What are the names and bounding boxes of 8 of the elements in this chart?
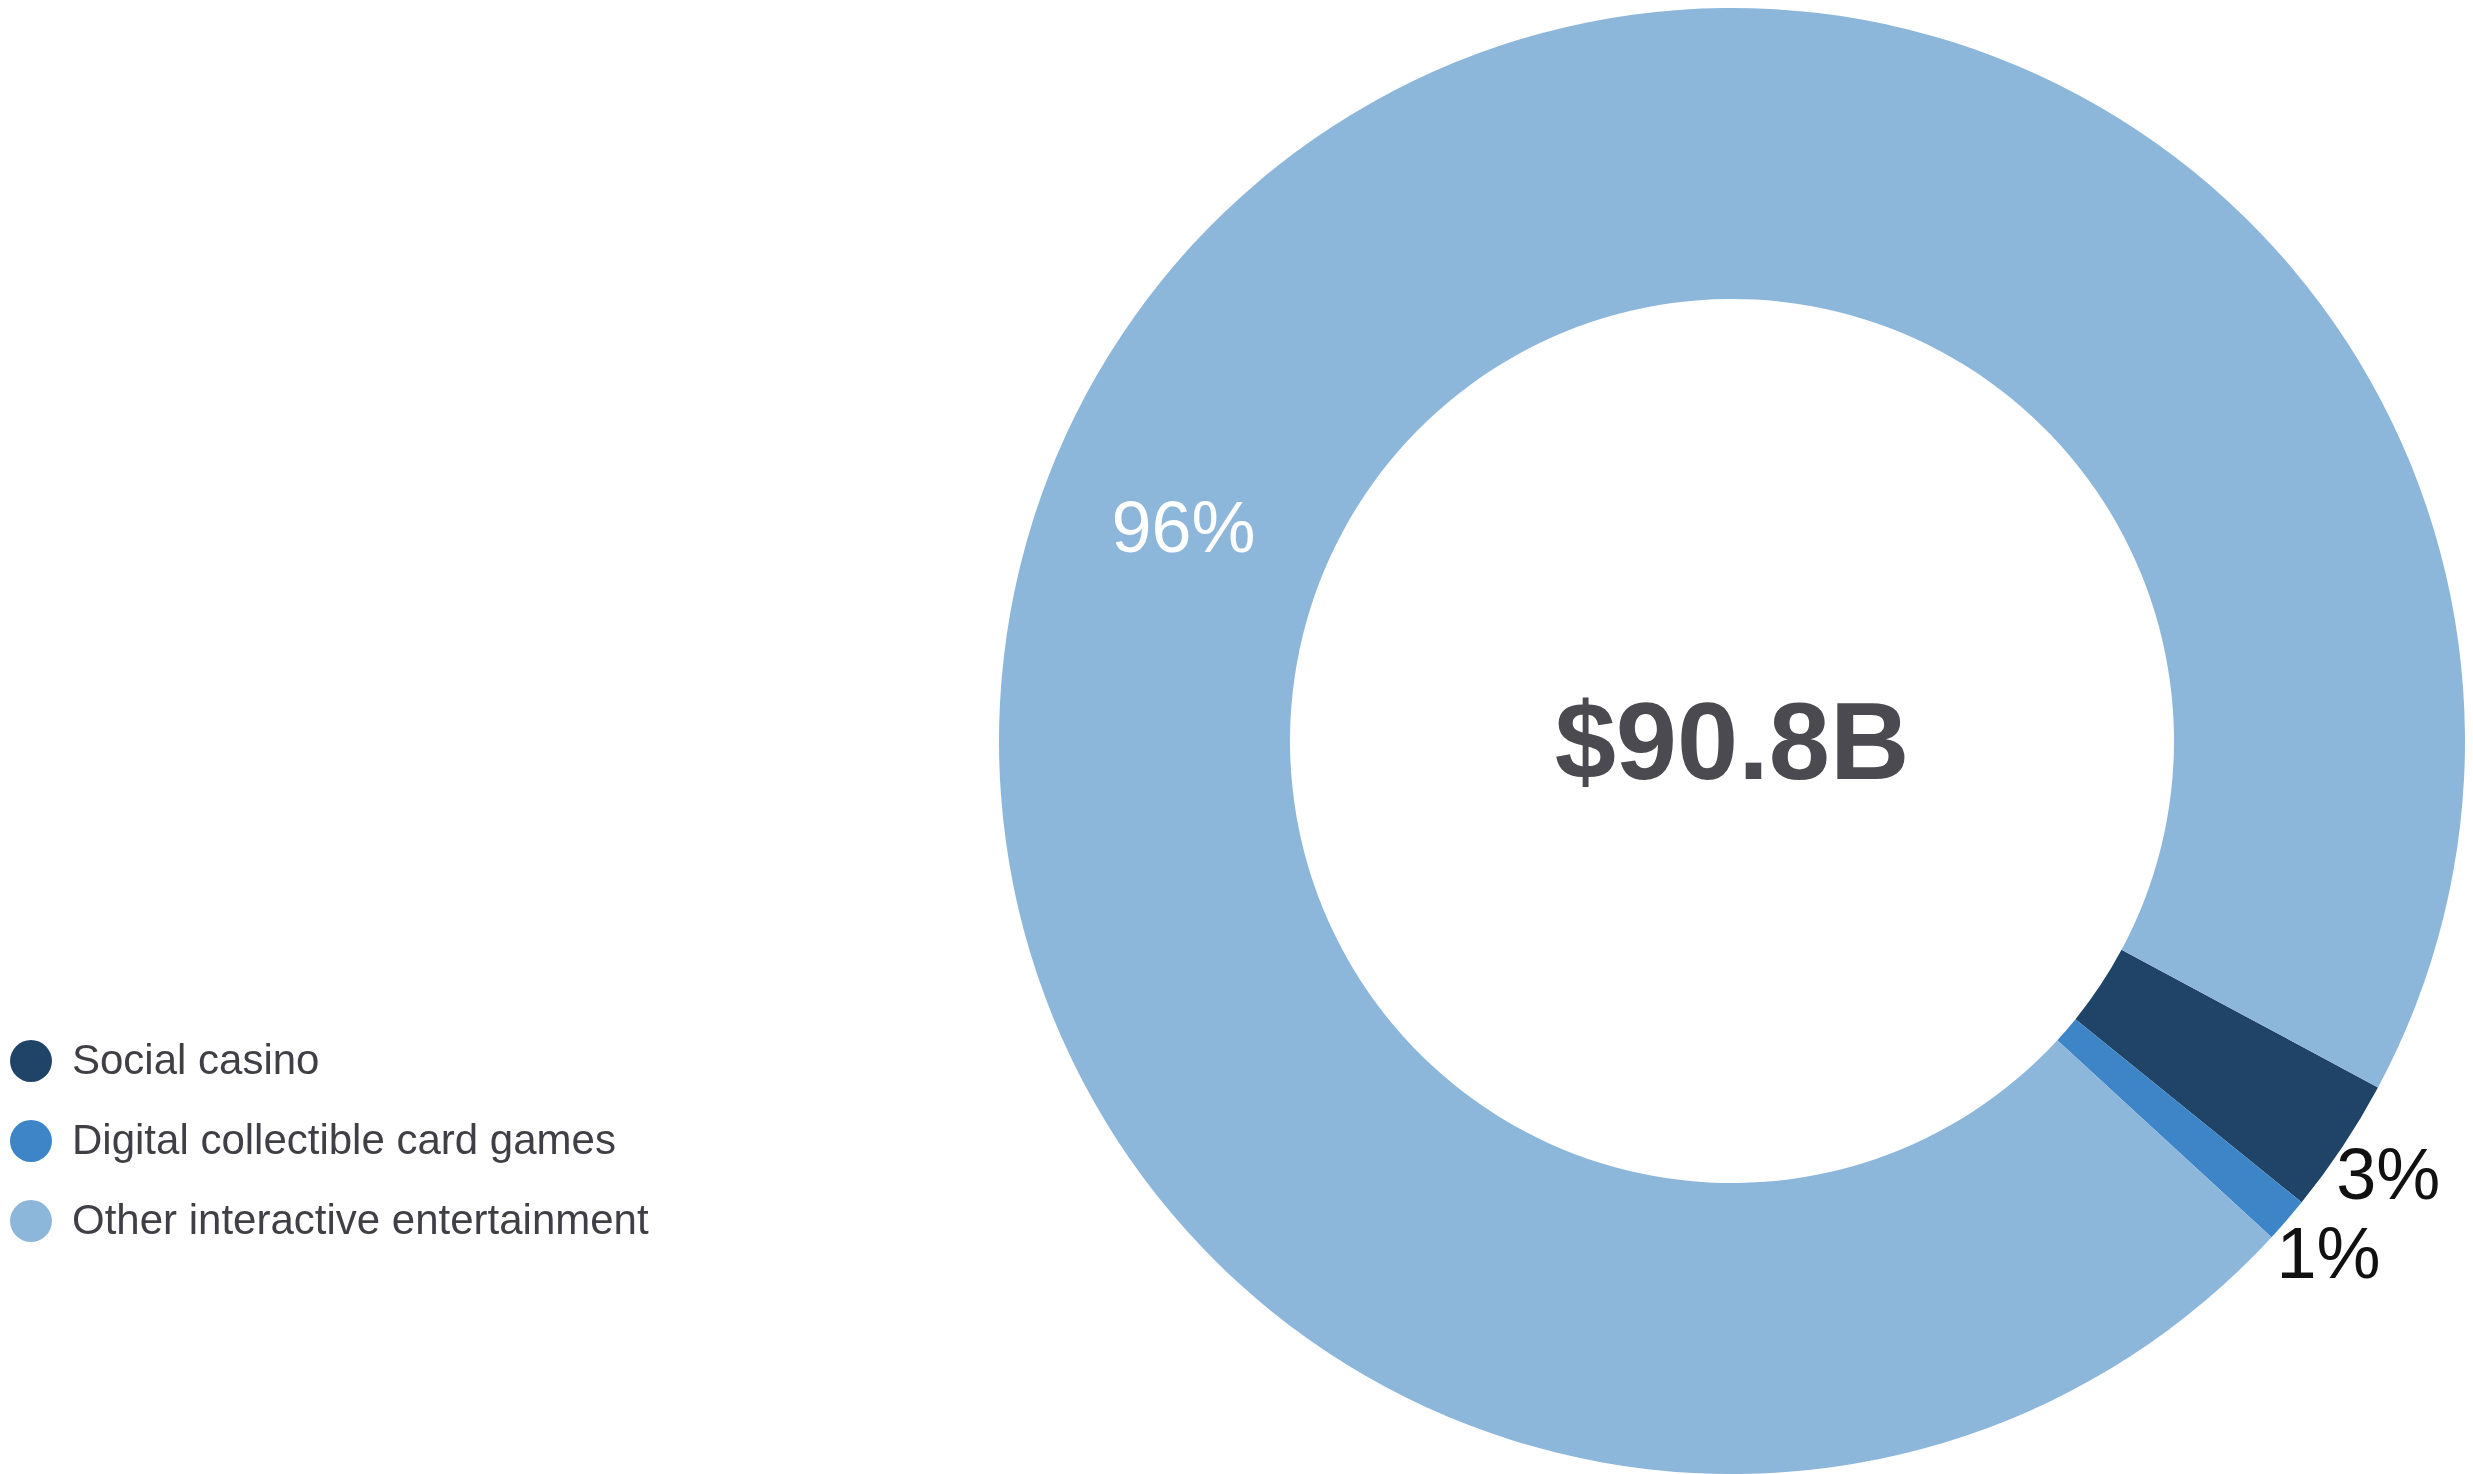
legend-label: Digital collectible card games	[72, 1116, 616, 1163]
data-label: 3%	[2336, 1134, 2441, 1215]
text: $90.8B	[1554, 679, 1910, 802]
donut-slice	[999, 8, 2465, 1473]
legend-label: Other interactive entertainment	[72, 1196, 649, 1243]
legend-label: Social casino	[72, 1036, 320, 1083]
data-label: 96%	[1111, 487, 1256, 568]
data-label: 1%	[2276, 1212, 2381, 1293]
